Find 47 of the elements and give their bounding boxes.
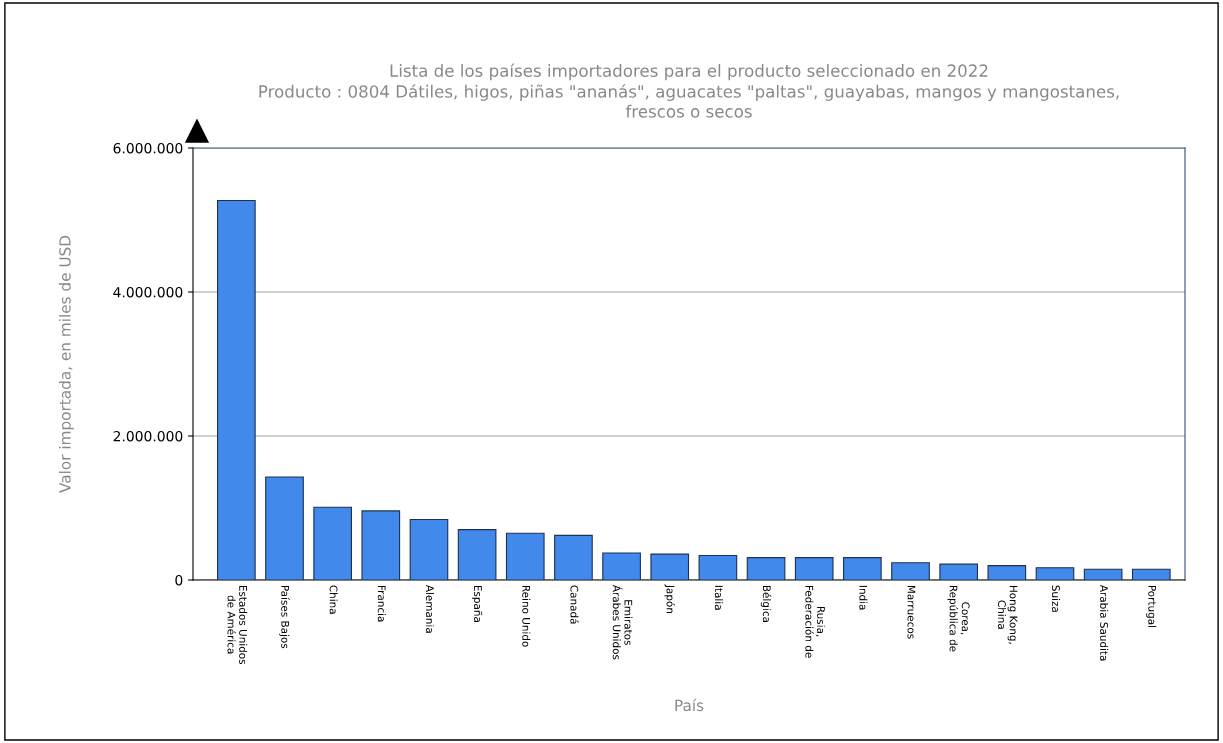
bar [361, 510, 401, 580]
bar [698, 554, 738, 580]
x-tick-label: Países Bajos [279, 585, 290, 649]
bar [409, 518, 449, 580]
y-tick-label: 6.000.000 [113, 142, 183, 154]
x-tick-label: Rusia, Federación de [805, 585, 826, 658]
x-tick-label: Japón [664, 584, 675, 614]
bar [650, 553, 690, 580]
bar [794, 557, 834, 580]
x-tick-label: Suiza [1051, 585, 1061, 612]
x-tick-label: Corea, República de [947, 585, 970, 652]
bar [313, 506, 352, 580]
bar [891, 562, 930, 580]
x-tick-label: Alemania [425, 584, 434, 633]
bar [843, 557, 882, 580]
y-tick-label: 2.000.000 [113, 430, 183, 442]
chart-title: Lista de los países importadores para el producto seleccionado en 2022 Producto : 0804 Dátiles, higos, piñas "ananás", aguacates "paltas", guayabas, mangos y mangostanes, frescos o secos [259, 63, 1119, 118]
x-tick-label: Reino Unido [522, 585, 531, 647]
bar [457, 529, 497, 580]
bar [1083, 568, 1123, 580]
x-tick-label: Marruecos [907, 585, 916, 639]
x-tick-label: China [329, 585, 338, 614]
x-tick-label: Italia [714, 585, 723, 610]
bar [554, 534, 593, 580]
bar [217, 200, 256, 580]
x-tick-label: Canadá [570, 585, 579, 624]
x-tick-label: Estados Unidos de América [227, 585, 248, 665]
x-tick-label: Bélgica [760, 585, 772, 622]
bar [939, 563, 979, 580]
x-tick-label: Emiratos Árabes Unidos [612, 584, 633, 660]
y-tick-label: 0 [175, 574, 183, 586]
y-axis-title: Valor importada, en miles de USD [58, 235, 74, 493]
bar [265, 476, 304, 580]
bar [987, 565, 1027, 580]
bar [1131, 568, 1171, 580]
x-axis-title: País [675, 698, 704, 712]
x-tick-label: Arabia Saudita [1100, 584, 1109, 661]
bar [1035, 567, 1075, 580]
y-tick-label: 4.000.000 [113, 286, 183, 298]
x-tick-label: España [471, 585, 483, 622]
x-tick-label: Portugal [1146, 585, 1157, 628]
bar [505, 532, 545, 580]
x-tick-label: India [859, 585, 868, 610]
bar [746, 557, 786, 580]
bar [602, 552, 641, 580]
x-tick-label: Francia [377, 585, 386, 622]
x-tick-label: Hong Kong, China [997, 585, 1018, 644]
